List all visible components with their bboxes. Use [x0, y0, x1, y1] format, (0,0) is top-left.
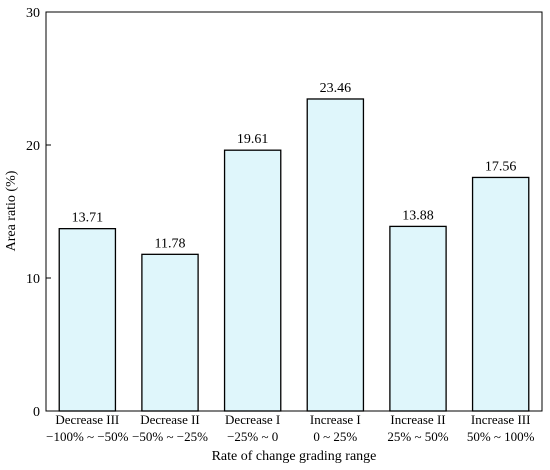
data-label: 11.78 — [155, 236, 186, 251]
x-tick-label: −100% ~ −50% — [46, 429, 129, 444]
data-label: 19.61 — [237, 132, 269, 147]
bar — [389, 225, 447, 412]
y-tick-label: 20 — [26, 139, 40, 154]
y-tick-label: 10 — [26, 272, 40, 287]
x-tick-label: Decrease III — [55, 412, 119, 427]
axes — [45, 11, 543, 412]
x-axis: Decrease III −100% ~ −50% Decrease II −50% … — [46, 412, 535, 444]
x-tick-label: Increase I — [310, 412, 361, 427]
bar — [306, 98, 365, 412]
x-tick-label: 25% ~ 50% — [387, 429, 448, 444]
x-tick-label: −50% ~ −25% — [132, 429, 208, 444]
y-tick-label: 30 — [26, 6, 40, 21]
y-tick-label: 0 — [33, 405, 40, 420]
bars: 13.71 11.78 19.61 23.46 13.88 17.56 — [58, 81, 530, 412]
data-label: 13.88 — [402, 208, 434, 223]
y-axis-title: Area ratio (%) — [4, 170, 19, 251]
plot-frame — [45, 11, 543, 412]
x-tick-label: −25% ~ 0 — [227, 429, 278, 444]
x-tick-label: Increase II — [390, 412, 445, 427]
bar — [141, 253, 199, 412]
x-tick-label: 50% ~ 100% — [467, 429, 535, 444]
x-tick-label: 0 ~ 25% — [313, 429, 357, 444]
data-label: 13.71 — [72, 211, 104, 226]
bar — [471, 176, 530, 412]
data-label: 23.46 — [320, 81, 352, 96]
bar — [58, 228, 117, 412]
data-label: 17.56 — [485, 159, 517, 174]
x-axis-title: Rate of change grading range — [212, 449, 377, 464]
bar — [223, 149, 282, 412]
y-axis: 0 10 20 30 — [26, 6, 51, 420]
x-tick-label: Increase III — [471, 412, 531, 427]
x-tick-label: Decrease II — [140, 412, 200, 427]
x-tick-label: Decrease I — [225, 412, 280, 427]
